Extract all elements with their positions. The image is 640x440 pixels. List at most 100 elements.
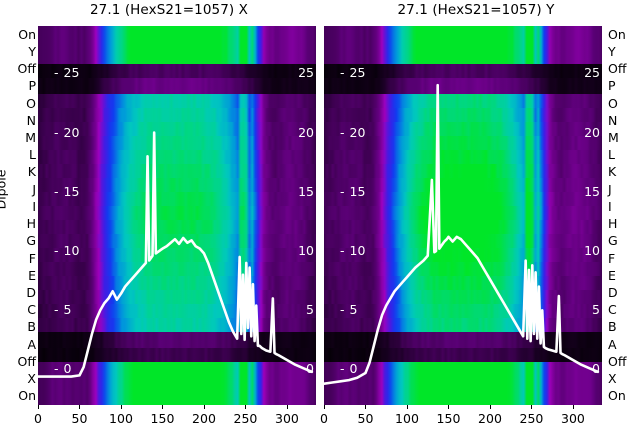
y-category-label: K xyxy=(608,164,617,180)
y-category-label: C xyxy=(608,302,617,318)
y-category-label: N xyxy=(608,112,618,128)
y-category-label: J xyxy=(32,181,36,197)
heatmap-row xyxy=(324,220,602,235)
y-category-label: D xyxy=(608,285,618,301)
heatmap-row xyxy=(324,178,602,193)
x-tick-label: 100 xyxy=(395,411,419,426)
heatmap-row xyxy=(324,192,602,207)
y-category-label: On xyxy=(18,388,36,404)
y-category-label: Y xyxy=(608,43,616,59)
y-category-label: P xyxy=(608,78,616,94)
heatmap-row xyxy=(324,332,602,348)
heatmap-row xyxy=(38,248,316,263)
y-category-label: K xyxy=(27,164,36,180)
y-category-label: A xyxy=(27,336,36,352)
y-category-label: On xyxy=(608,26,626,42)
y-category-label: I xyxy=(32,198,36,214)
y-category-label: L xyxy=(29,147,36,163)
y-category-label: B xyxy=(608,319,617,335)
heatmap-row xyxy=(324,108,602,123)
heatmap-row xyxy=(324,122,602,137)
y-category-label: Off xyxy=(17,61,36,77)
y-category-label: M xyxy=(608,129,619,145)
x-tick-label: 50 xyxy=(71,411,88,426)
x-tick-label: 300 xyxy=(561,411,585,426)
heatmap-row xyxy=(38,26,316,64)
heatmap-row xyxy=(38,122,316,137)
heatmap-y[interactable]: - 0- 5- 10- 15- 20- 25 0 5 10 15 20 25 xyxy=(324,26,602,405)
heatmap-row xyxy=(324,150,602,165)
y-category-label: Off xyxy=(17,353,36,369)
x-axis-right: 0 50 100 150 200 250 300 xyxy=(320,405,602,439)
heatmap-row xyxy=(324,26,602,64)
x-tick-label: 300 xyxy=(275,411,299,426)
y-category-label: D xyxy=(26,285,36,301)
heatmap-row xyxy=(324,164,602,179)
y-category-label: G xyxy=(26,233,36,249)
y-category-label: H xyxy=(608,216,618,232)
y-category-label: J xyxy=(608,181,612,197)
heatmap-x[interactable]: - 0- 5- 10- 15- 20- 25 0 5 10 15 20 25 xyxy=(38,26,316,405)
y-category-label: G xyxy=(608,233,618,249)
x-tick-label: 200 xyxy=(192,411,216,426)
x-tick-label: 150 xyxy=(436,411,461,426)
panel-y: 27.1 (HexS21=1057) Y xyxy=(320,0,640,440)
x-tick-label: 100 xyxy=(109,411,133,426)
heatmap-row xyxy=(324,94,602,109)
y-category-label: On xyxy=(18,26,36,42)
y-category-label: X xyxy=(27,371,36,387)
y-category-label: O xyxy=(26,95,36,111)
x-tick-label: 150 xyxy=(150,411,175,426)
y-category-label: Off xyxy=(608,61,627,77)
heatmap-row xyxy=(38,94,316,109)
trace-y xyxy=(324,26,602,405)
heatmap-row xyxy=(38,192,316,207)
heatmap-row xyxy=(324,206,602,221)
y-category-label: L xyxy=(608,147,615,163)
y-category-label: C xyxy=(27,302,36,318)
heatmap-row xyxy=(324,64,602,78)
y-category-label: X xyxy=(608,371,617,387)
y-category-label: H xyxy=(26,216,36,232)
x-tick-label: 0 xyxy=(34,411,42,426)
heatmap-row xyxy=(324,78,602,94)
y-category-label: F xyxy=(608,250,616,266)
y-category-label: N xyxy=(26,112,36,128)
heatmap-row xyxy=(38,362,316,405)
y-category-label: E xyxy=(28,267,36,283)
trace-x xyxy=(38,26,316,405)
heatmap-row xyxy=(38,178,316,193)
x-tick-label: 250 xyxy=(519,411,544,426)
y-category-label: E xyxy=(608,267,616,283)
trace-path xyxy=(38,131,314,378)
y-category-label: On xyxy=(608,388,626,404)
y-category-label: I xyxy=(608,198,612,214)
heatmap-row xyxy=(324,348,602,362)
panel-x-title: 27.1 (HexS21=1057) X xyxy=(89,2,249,18)
y-category-label: Off xyxy=(608,353,627,369)
heatmap-row xyxy=(38,136,316,151)
panel-y-title: 27.1 (HexS21=1057) Y xyxy=(397,2,555,18)
trace-path xyxy=(324,83,600,385)
y-category-labels-right: On Y Off P O N M L K J I H G F E D C B A Off X On xyxy=(604,26,638,405)
heatmap-row xyxy=(324,136,602,151)
x-tick-label: 200 xyxy=(478,411,502,426)
y-category-label: P xyxy=(28,78,36,94)
heatmap-row xyxy=(38,78,316,94)
y-category-label: A xyxy=(608,336,617,352)
y-category-label: M xyxy=(25,129,36,145)
heatmap-row xyxy=(38,64,316,78)
heatmap-row xyxy=(38,220,316,235)
x-tick-label: 50 xyxy=(357,411,374,426)
heatmap-row xyxy=(38,150,316,165)
heatmap-row xyxy=(38,332,316,348)
heatmap-row xyxy=(38,348,316,362)
y-category-labels-left: On Y Off P O N M L K J I H G F E D C B A Off X On xyxy=(2,26,36,405)
y-category-label: O xyxy=(608,95,618,111)
y-category-label: B xyxy=(27,319,36,335)
heatmap-row xyxy=(38,164,316,179)
panel-x: 27.1 (HexS21=1057) X xyxy=(89,2,249,18)
x-axis-left: 0 50 100 150 200 250 300 xyxy=(34,405,316,439)
heatmap-row xyxy=(38,206,316,221)
